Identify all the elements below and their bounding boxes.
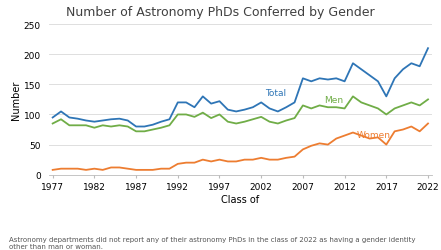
Y-axis label: Number: Number (11, 80, 21, 120)
Text: Astronomy departments did not report any of their astronomy PhDs in the class of: Astronomy departments did not report any… (9, 236, 415, 249)
Text: Women: Women (357, 131, 391, 140)
Text: Number of Astronomy PhDs Conferred by Gender: Number of Astronomy PhDs Conferred by Ge… (66, 6, 375, 19)
X-axis label: Class of: Class of (221, 194, 259, 204)
Text: Men: Men (324, 96, 343, 105)
Text: Total: Total (265, 89, 287, 98)
